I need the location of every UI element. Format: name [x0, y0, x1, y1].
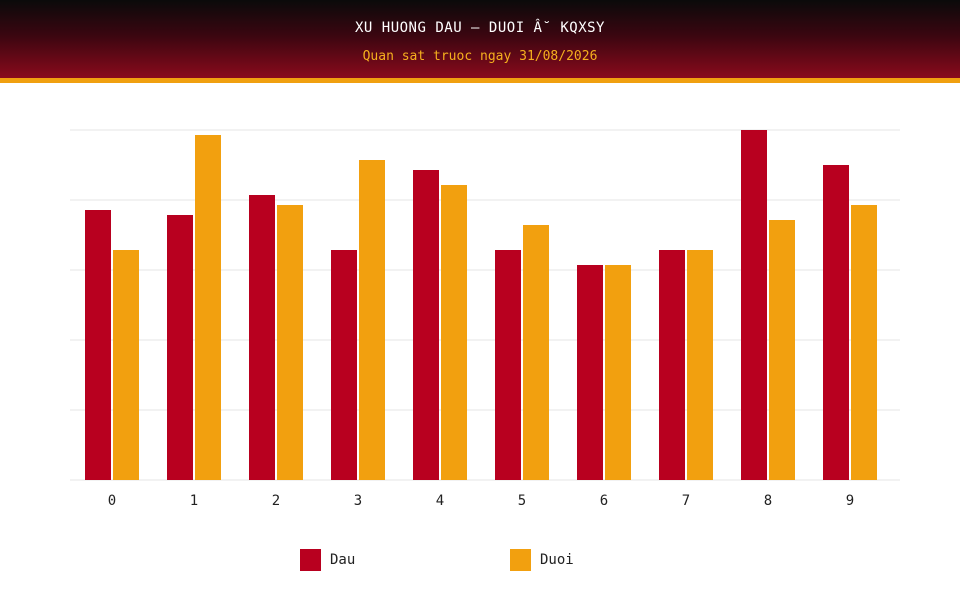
bar-duoi-9[interactable]	[851, 205, 877, 480]
x-tick-label: 0	[108, 493, 116, 509]
bar-dau-9[interactable]	[823, 165, 849, 480]
bar-dau-5[interactable]	[495, 250, 521, 480]
legend: Dau Duoi	[0, 549, 960, 573]
legend-swatch-duoi	[510, 549, 531, 571]
x-tick-label: 4	[436, 493, 444, 509]
bar-duoi-7[interactable]	[687, 250, 713, 480]
bar-dau-4[interactable]	[413, 170, 439, 480]
x-tick-label: 1	[190, 493, 198, 509]
bar-dau-7[interactable]	[659, 250, 685, 480]
x-tick-label: 6	[600, 493, 608, 509]
x-tick-label: 7	[682, 493, 690, 509]
x-tick-label: 2	[272, 493, 280, 509]
bar-layer	[85, 130, 877, 480]
bar-dau-6[interactable]	[577, 265, 603, 480]
bar-dau-0[interactable]	[85, 210, 111, 480]
bar-duoi-0[interactable]	[113, 250, 139, 480]
bar-dau-1[interactable]	[167, 215, 193, 480]
bar-duoi-5[interactable]	[523, 225, 549, 480]
bar-duoi-4[interactable]	[441, 185, 467, 480]
bar-dau-3[interactable]	[331, 250, 357, 480]
x-tick-label: 3	[354, 493, 362, 509]
chart-subtitle: Quan sat truoc ngay 31/08/2026	[362, 49, 598, 64]
bar-duoi-2[interactable]	[277, 205, 303, 480]
chart-title: XU HUONG DAU – DUOI Â˘ KQXSY	[354, 20, 605, 36]
x-tick-label: 5	[518, 493, 526, 509]
bar-dau-2[interactable]	[249, 195, 275, 480]
legend-swatch-dau	[300, 549, 321, 571]
bar-dau-8[interactable]	[741, 130, 767, 480]
bar-duoi-6[interactable]	[605, 265, 631, 480]
x-tick-layer: 0 1 2 3 4 5 6 7 8 9	[108, 493, 854, 509]
bar-duoi-1[interactable]	[195, 135, 221, 480]
legend-label-dau: Dau	[330, 552, 356, 568]
x-tick-label: 9	[846, 493, 854, 509]
chart-header: XU HUONG DAU – DUOI Â˘ KQXSY Quan sat tr…	[0, 0, 960, 83]
bar-duoi-3[interactable]	[359, 160, 385, 480]
legend-label-duoi: Duoi	[540, 552, 574, 568]
bar-duoi-8[interactable]	[769, 220, 795, 480]
x-tick-label: 8	[764, 493, 772, 509]
